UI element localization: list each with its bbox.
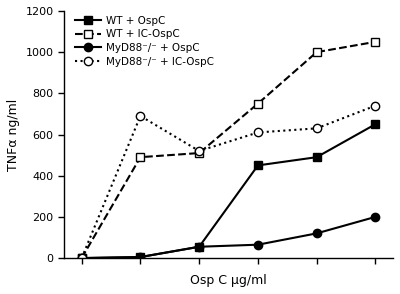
WT + OspC [373,123,378,126]
Line: WT + IC-OspC: WT + IC-OspC [78,38,380,262]
Legend: WT + OspC, WT + IC-OspC, MyD88⁻/⁻ + OspC, MyD88⁻/⁻ + IC-OspC: WT + OspC, WT + IC-OspC, MyD88⁻/⁻ + OspC… [72,14,216,69]
X-axis label: Osp C μg/ml: Osp C μg/ml [190,274,267,287]
MyD88⁻/⁻ + OspC [138,255,143,259]
WT + IC-OspC [197,151,202,155]
WT + OspC [197,245,202,248]
MyD88⁻/⁻ + OspC [256,243,260,246]
WT + OspC [138,255,143,259]
Line: MyD88⁻/⁻ + IC-OspC: MyD88⁻/⁻ + IC-OspC [78,101,380,262]
MyD88⁻/⁻ + IC-OspC [79,256,84,260]
MyD88⁻/⁻ + IC-OspC [197,149,202,153]
Line: MyD88⁻/⁻ + OspC: MyD88⁻/⁻ + OspC [78,213,380,262]
Line: WT + OspC: WT + OspC [78,120,380,262]
MyD88⁻/⁻ + IC-OspC [373,104,378,107]
MyD88⁻/⁻ + OspC [373,215,378,219]
WT + IC-OspC [373,40,378,44]
MyD88⁻/⁻ + OspC [197,245,202,248]
MyD88⁻/⁻ + IC-OspC [138,114,143,118]
MyD88⁻/⁻ + OspC [79,256,84,260]
WT + OspC [256,164,260,167]
WT + IC-OspC [256,102,260,105]
MyD88⁻/⁻ + IC-OspC [314,127,319,130]
WT + IC-OspC [138,156,143,159]
MyD88⁻/⁻ + OspC [314,232,319,235]
MyD88⁻/⁻ + IC-OspC [256,131,260,134]
WT + IC-OspC [79,256,84,260]
WT + OspC [79,256,84,260]
Y-axis label: TNFα ng/ml: TNFα ng/ml [7,98,20,171]
WT + IC-OspC [314,50,319,54]
WT + OspC [314,156,319,159]
